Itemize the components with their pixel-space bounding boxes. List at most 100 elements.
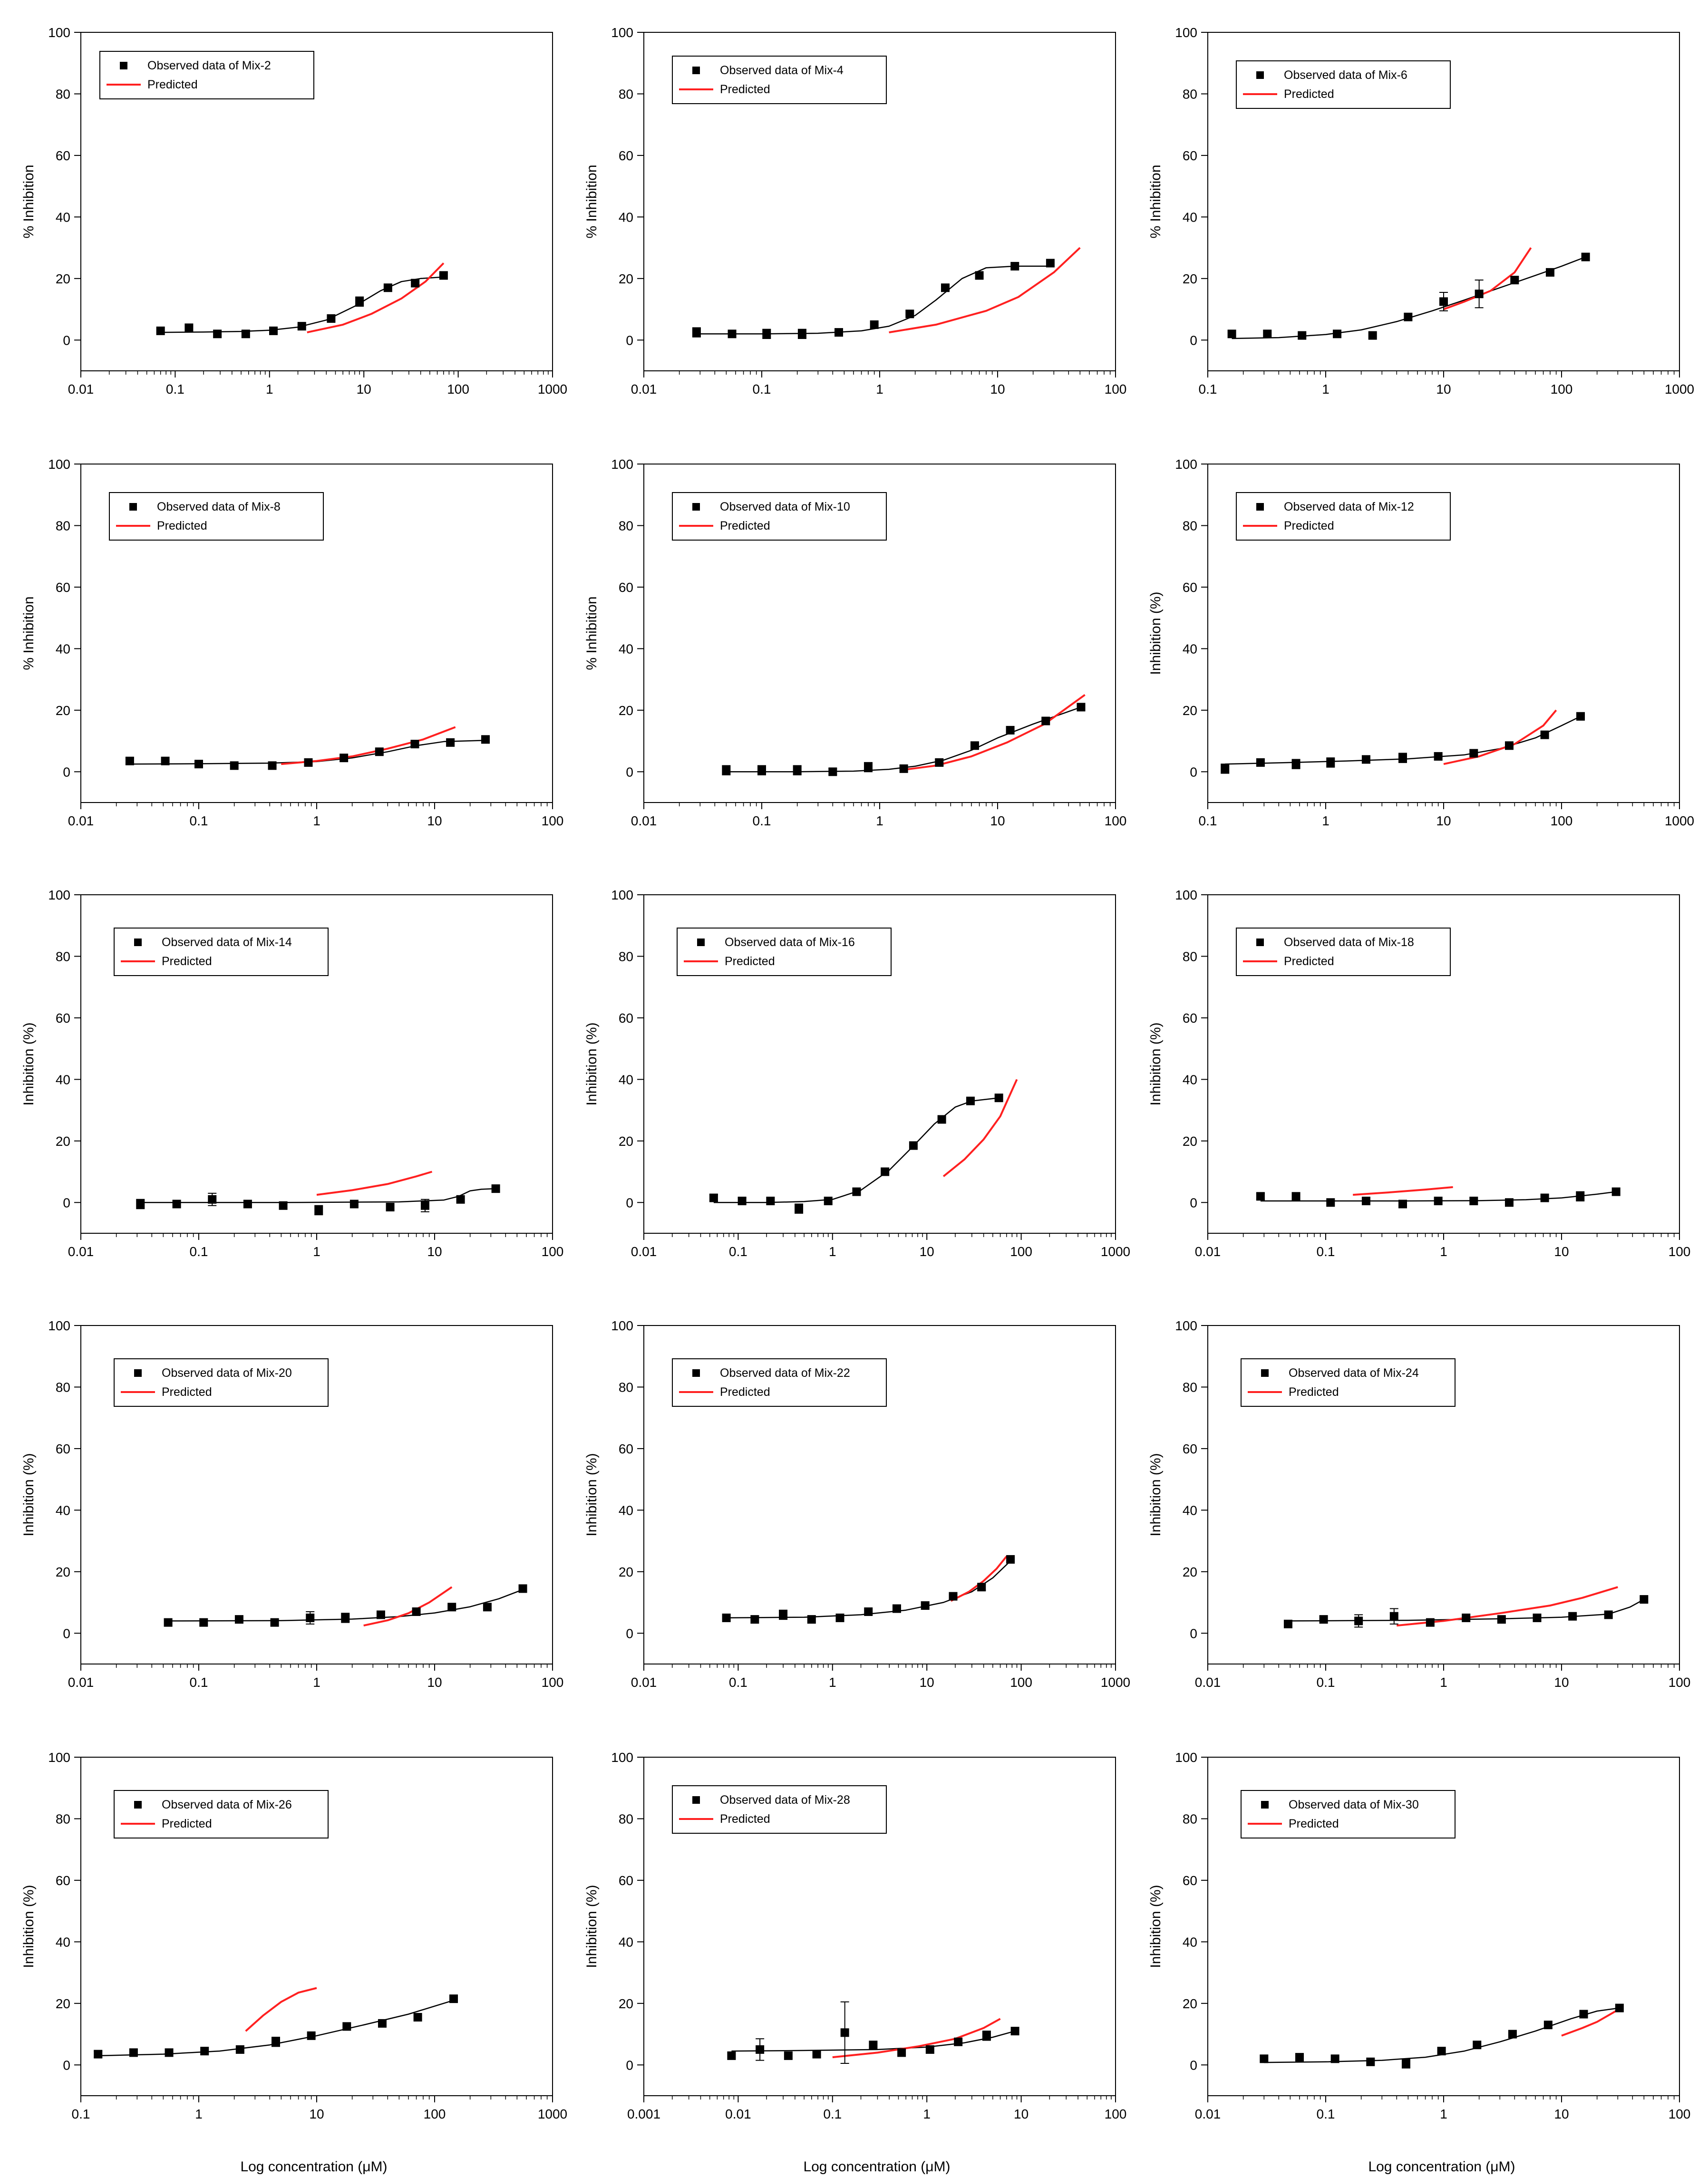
legend-box [114,928,329,976]
y-tick-label: 0 [63,2058,70,2072]
y-axis-label: % Inhibition [1148,164,1164,238]
fit-curve [160,276,444,333]
y-tick-label: 100 [611,1318,633,1333]
observed-point [1361,755,1370,764]
y-tick-label: 80 [619,518,633,533]
y-tick-label: 20 [1183,1565,1197,1579]
y-tick-label: 80 [1183,1811,1197,1826]
observed-point [840,2028,849,2037]
observed-point [1354,1616,1363,1625]
legend-observed-label: Observed data of Mix-18 [1284,936,1414,949]
x-axis-label: Log concentration (μM) [240,2159,387,2175]
y-tick-label: 60 [619,1442,633,1456]
y-axis-label: Inhibition (%) [1148,1453,1164,1536]
legend-observed-label: Observed data of Mix-20 [162,1366,292,1380]
observed-point [824,1197,833,1206]
y-tick-label: 0 [63,1626,70,1641]
observed-point [835,1613,844,1622]
chart-panel: 0 20 40 60 80 100 0.01 0.1 1 10 100 1000 % Inhibitio… [21,25,567,397]
legend-box [1236,928,1451,976]
y-tick-label: 20 [1183,703,1197,718]
fit-curve [1225,716,1581,765]
y-tick-label: 60 [56,1011,70,1026]
observed-point [807,1615,816,1624]
observed-point [1260,2054,1269,2063]
observed-point [1439,297,1448,306]
legend-observed-label: Observed data of Mix-6 [1284,68,1407,82]
observed-point [1434,1197,1443,1206]
chart-panel: 0 20 40 60 80 100 0.01 0.1 1 10 100 Inhibition (%) O… [21,888,563,1259]
legend-observed-marker [129,503,137,511]
predicted-curve [1397,1586,1618,1627]
x-tick-label: 100 [1010,1244,1032,1259]
legend-box [114,1790,329,1838]
observed-point [200,2047,209,2056]
observed-point [727,2051,736,2060]
x-tick-label: 1 [1322,813,1330,828]
x-tick-label: 10 [920,1675,934,1690]
y-axis-label: Inhibition (%) [21,1453,37,1536]
y-axis-label: Inhibition (%) [1148,1022,1164,1105]
y-tick-label: 100 [611,888,633,902]
legend: Observed data of Mix-4 Predicted [672,56,887,104]
legend: Observed data of Mix-20 Predicted [114,1358,329,1407]
x-tick-label: 0.001 [627,2107,660,2121]
observed-point [165,2048,174,2057]
y-axis-label: % Inhibition [584,164,600,238]
y-tick-label: 60 [619,580,633,595]
y-tick-label: 40 [56,1072,70,1087]
y-tick-label: 20 [56,1134,70,1149]
observed-point [966,1096,975,1105]
y-tick-label: 60 [619,148,633,163]
y-tick-label: 60 [619,1873,633,1888]
observed-point [1615,2003,1624,2013]
x-tick-label: 10 [309,2107,324,2121]
observed-point [230,761,239,770]
legend-predicted-label: Predicted [157,519,207,532]
y-axis-label: Inhibition (%) [1148,1885,1164,1968]
observed-point [1568,1612,1577,1621]
observed-point [306,1613,315,1622]
y-tick-label: 100 [611,457,633,472]
observed-point [1540,730,1549,739]
y-axis-label: % Inhibition [21,164,37,238]
observed-point [954,2037,963,2046]
observed-point [1533,1613,1542,1622]
observed-point [1077,703,1086,712]
observed-point [975,271,984,280]
x-tick-label: 1 [195,2107,203,2121]
legend-observed-marker [1256,939,1264,946]
x-tick-label: 10 [427,1244,442,1259]
y-tick-label: 80 [619,1380,633,1394]
legend-predicted-label: Predicted [1284,519,1334,532]
predicted-curve [316,1171,433,1196]
legend-box [1236,60,1451,109]
fit-curve [1288,1599,1644,1622]
legend-observed-marker [134,1801,142,1809]
x-tick-label: 0.01 [68,1244,94,1259]
x-tick-label: 1 [313,1675,320,1690]
observed-point [1398,1200,1407,1209]
x-tick-label: 0.1 [729,1244,747,1259]
plot-frame [643,894,1116,1234]
x-tick-label: 1000 [1101,1244,1130,1259]
x-tick-label: 0.1 [753,382,771,397]
observed-point [909,1141,918,1150]
observed-point [411,279,420,288]
observed-point [1508,2030,1517,2039]
y-tick-label: 0 [626,1195,633,1210]
predicted-curve [1443,709,1557,765]
observed-point [456,1195,465,1204]
y-tick-label: 20 [1183,1996,1197,2011]
y-tick-label: 60 [56,1873,70,1888]
observed-point [1510,276,1519,285]
observed-point [1473,2041,1482,2050]
observed-point [812,2050,821,2059]
observed-point [692,328,701,337]
observed-point [341,1613,350,1622]
x-tick-label: 100 [1669,1675,1691,1690]
x-tick-label: 100 [542,1675,564,1690]
y-tick-label: 40 [1183,1072,1197,1087]
predicted-curve [307,262,445,334]
